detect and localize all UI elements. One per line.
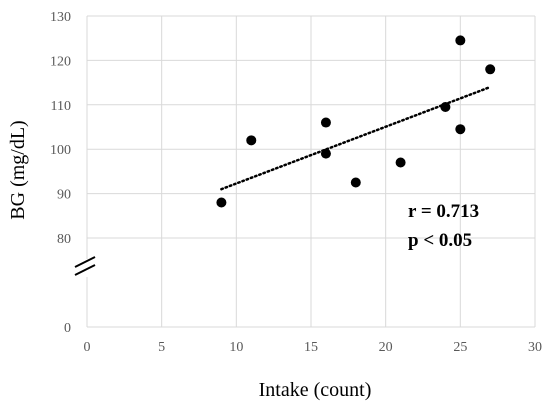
axis-break-slash (74, 264, 96, 276)
x-tick-label: 20 (379, 340, 393, 355)
data-point (485, 64, 496, 75)
data-point (455, 35, 466, 46)
y-tick-label: 90 (57, 188, 71, 203)
data-point (455, 124, 466, 135)
data-points (216, 35, 496, 208)
data-point (440, 102, 451, 113)
y-tick-label: 80 (57, 232, 71, 247)
x-tick-label: 0 (84, 340, 91, 355)
annotation-r-value: r = 0.713 (408, 201, 479, 222)
y-tick-label: 120 (50, 54, 71, 69)
x-tick-label: 25 (453, 340, 467, 355)
x-tick-label: 10 (229, 340, 243, 355)
axis-break-slash (74, 256, 96, 268)
trendline-group (220, 85, 492, 191)
axis-break-marker (74, 256, 99, 277)
x-tick-label: 15 (304, 340, 318, 355)
data-point (320, 117, 331, 128)
y-tick-label: 0 (64, 321, 71, 336)
x-tick-label: 30 (528, 340, 542, 355)
data-point (246, 135, 257, 146)
trendline (220, 85, 492, 191)
annotation-p-value: p < 0.05 (408, 230, 472, 251)
data-point (350, 177, 361, 188)
x-tick-label: 5 (158, 340, 165, 355)
x-axis-title: Intake (count) (259, 379, 372, 401)
x-tick-labels: 0 5 10 15 20 25 30 (84, 340, 543, 355)
data-point (320, 148, 331, 159)
data-point (395, 157, 406, 168)
y-tick-label: 100 (50, 143, 71, 158)
y-tick-labels: 0 80 90 100 110 120 130 (50, 10, 71, 336)
data-point (216, 197, 227, 208)
y-tick-label: 130 (50, 10, 71, 25)
y-axis-title: BG (mg/dL) (7, 120, 29, 219)
y-tick-label: 110 (51, 99, 71, 114)
grid-lines (86, 15, 536, 328)
